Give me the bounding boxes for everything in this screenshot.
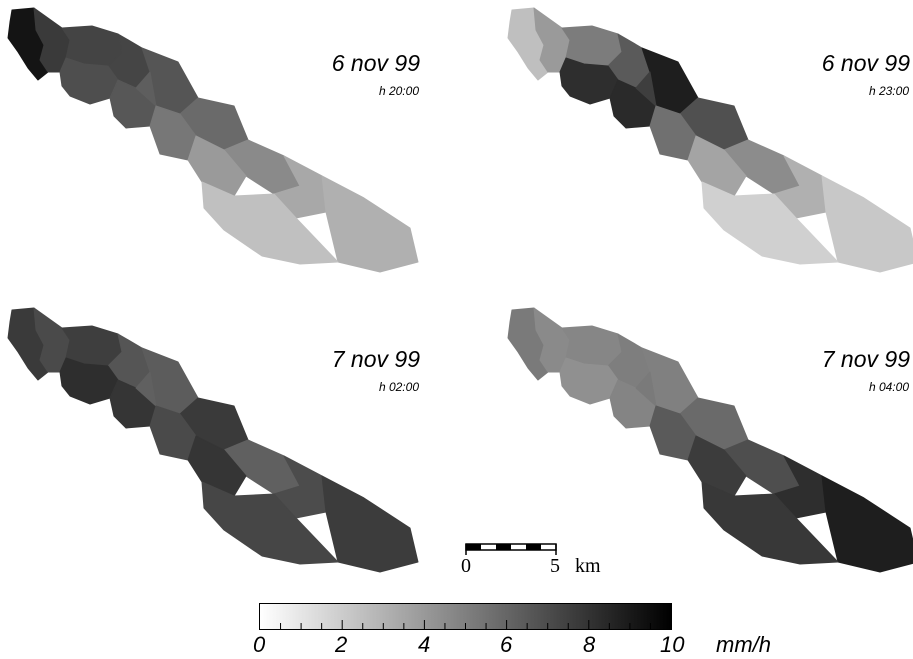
map-panel-1: 6 nov 99 h 20:00 [0, 0, 456, 300]
color-bar [259, 603, 672, 630]
panel-date: 7 nov 99 [331, 346, 420, 372]
watershed-map [7, 7, 419, 273]
scale-bar: 0 5 km [461, 543, 605, 583]
panel-time: h 23:00 [868, 84, 909, 98]
watershed-map [507, 7, 913, 273]
subcatchment-region [135, 371, 157, 407]
subcatchment-region [321, 475, 419, 573]
map-panel-3: 7 nov 99 h 02:00 [0, 300, 456, 590]
map-panel-4: 7 nov 99 h 04:00 [500, 300, 913, 590]
panel-time: h 02:00 [378, 380, 419, 394]
legend-tick-label: 6 [500, 632, 513, 657]
subcatchment-region [701, 181, 839, 265]
panel-time: h 04:00 [868, 380, 909, 394]
legend-tick-label: 2 [335, 632, 348, 657]
legend-tick-label: 4 [418, 632, 431, 657]
panel-date: 6 nov 99 [331, 50, 420, 76]
subcatchment-region [821, 475, 913, 573]
subcatchment-region [821, 175, 913, 273]
scale-end-label: 5 [550, 555, 560, 577]
subcatchment-region [701, 481, 839, 565]
panel-date: 7 nov 99 [821, 346, 910, 372]
subcatchment-region [201, 181, 339, 265]
legend-tick-label: 10 [660, 632, 685, 657]
scale-unit: km [575, 555, 601, 577]
watershed-map [507, 307, 913, 573]
subcatchment-region [135, 71, 157, 107]
panel-date: 6 nov 99 [821, 50, 910, 76]
watershed-map [7, 307, 419, 573]
scale-start-label: 0 [461, 555, 471, 577]
legend-tick-label: 8 [583, 632, 596, 657]
subcatchment-region [635, 71, 657, 107]
map-panel-2: 6 nov 99 h 23:00 [500, 0, 913, 300]
legend-unit: mm/h [716, 632, 771, 657]
legend-tick-label: 0 [253, 632, 266, 657]
subcatchment-region [321, 175, 419, 273]
subcatchment-region [635, 371, 657, 407]
subcatchment-region [201, 481, 339, 565]
panel-time: h 20:00 [378, 84, 419, 98]
